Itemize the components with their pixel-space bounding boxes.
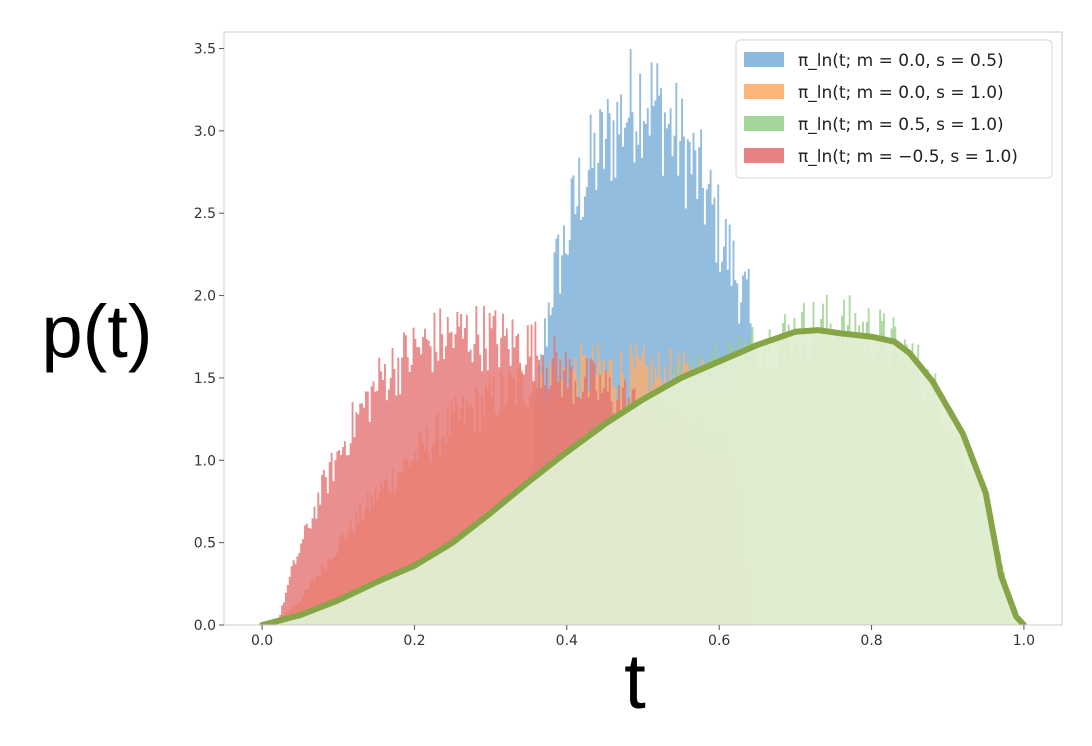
- y-tick-label: 0.0: [194, 618, 216, 634]
- x-axis: 0.0 0.2 0.4 0.6 0.8 1.0: [251, 625, 1035, 649]
- x-tick-label: 1.0: [1013, 633, 1035, 649]
- legend-swatch: [744, 116, 784, 131]
- y-tick-label: 1.0: [194, 453, 216, 469]
- legend-entry-label: π_ln(t; m = 0.0, s = 0.5): [798, 51, 1004, 71]
- legend-entry-label: π_ln(t; m = −0.5, s = 1.0): [798, 147, 1018, 167]
- legend-swatch: [744, 52, 784, 67]
- density-curve-line: [259, 327, 1027, 625]
- legend: π_ln(t; m = 0.0, s = 0.5) π_ln(t; m = 0.0…: [735, 39, 1053, 179]
- y-tick-label: 3.0: [194, 124, 216, 140]
- y-tick-label: 0.5: [194, 536, 216, 552]
- x-tick-label: 0.0: [251, 633, 273, 649]
- x-tick-label: 0.2: [403, 633, 425, 649]
- y-axis-title: p(t): [42, 290, 153, 373]
- legend-entry-label: π_ln(t; m = 0.0, s = 1.0): [798, 83, 1004, 103]
- y-tick-label: 2.5: [194, 206, 216, 222]
- y-tick-label: 3.5: [194, 41, 216, 57]
- y-axis: 0.0 0.5 1.0 1.5 2.0 2.5 3.0 3.5: [194, 41, 224, 634]
- legend-swatch: [744, 84, 784, 99]
- x-tick-label: 0.8: [860, 633, 882, 649]
- y-tick-label: 1.5: [194, 371, 216, 387]
- legend-box: [735, 39, 1053, 179]
- x-tick-label: 0.6: [708, 633, 730, 649]
- density-curve-layer: [259, 327, 1027, 625]
- density-curve-fill: [262, 330, 1024, 625]
- legend-swatch: [744, 148, 784, 163]
- y-tick-label: 2.0: [194, 289, 216, 305]
- x-tick-label: 0.4: [556, 633, 578, 649]
- legend-entry-label: π_ln(t; m = 0.5, s = 1.0): [798, 115, 1004, 135]
- plot-frame: [223, 31, 1063, 626]
- x-axis-title: t: [624, 637, 646, 725]
